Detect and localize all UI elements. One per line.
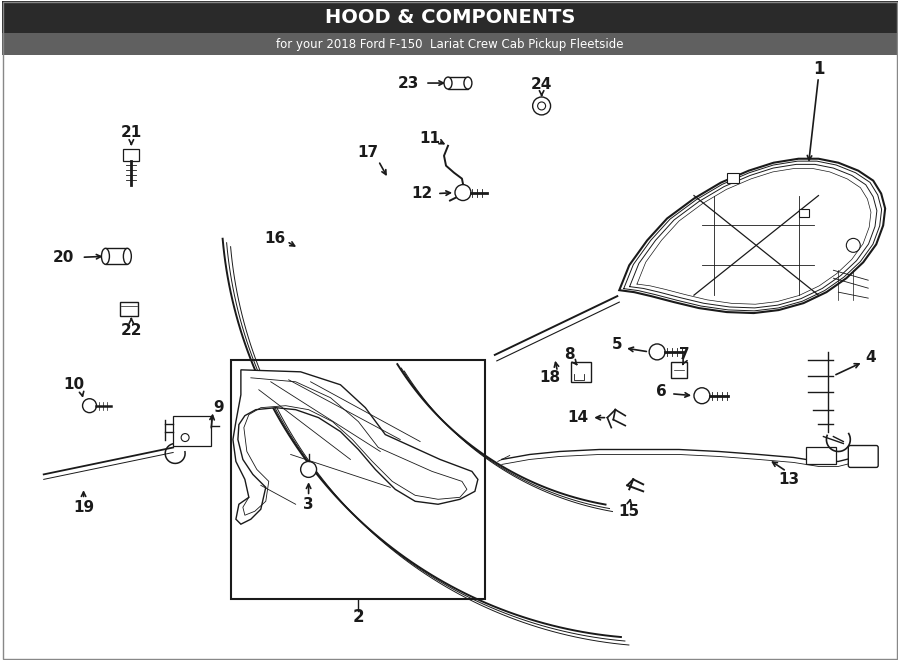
- Polygon shape: [619, 159, 886, 313]
- Text: 12: 12: [411, 186, 433, 201]
- Text: 2: 2: [353, 608, 364, 626]
- Text: 9: 9: [213, 400, 224, 415]
- Bar: [2, 33, 898, 55]
- Bar: [798, 208, 809, 217]
- Circle shape: [649, 344, 665, 360]
- Text: 5: 5: [612, 337, 623, 352]
- Bar: [173, 416, 211, 446]
- Text: 11: 11: [419, 132, 441, 146]
- Text: 17: 17: [358, 145, 379, 160]
- Text: 16: 16: [264, 231, 285, 246]
- Bar: [572, 362, 591, 382]
- Bar: [105, 249, 128, 264]
- Text: 21: 21: [121, 126, 142, 140]
- Text: 22: 22: [121, 323, 142, 338]
- Text: 13: 13: [778, 472, 799, 487]
- Text: 6: 6: [656, 384, 667, 399]
- Text: 23: 23: [398, 75, 418, 91]
- Text: 1: 1: [813, 60, 824, 78]
- Text: 8: 8: [564, 348, 575, 362]
- Ellipse shape: [444, 77, 452, 89]
- Polygon shape: [233, 370, 478, 524]
- Text: HOOD & COMPONENTS: HOOD & COMPONENTS: [325, 8, 575, 27]
- Circle shape: [537, 102, 545, 110]
- Text: for your 2018 Ford F-150  Lariat Crew Cab Pickup Fleetside: for your 2018 Ford F-150 Lariat Crew Cab…: [276, 38, 624, 51]
- FancyBboxPatch shape: [849, 446, 878, 467]
- Text: 4: 4: [865, 350, 876, 366]
- Text: 7: 7: [679, 348, 689, 362]
- Circle shape: [301, 461, 317, 477]
- Text: 15: 15: [618, 504, 640, 519]
- Bar: [121, 302, 139, 316]
- Bar: [806, 447, 836, 465]
- Text: 10: 10: [63, 377, 85, 392]
- Circle shape: [694, 388, 710, 404]
- Ellipse shape: [102, 249, 110, 264]
- Ellipse shape: [123, 249, 131, 264]
- Text: 19: 19: [73, 500, 94, 515]
- Circle shape: [846, 239, 860, 253]
- Bar: [727, 173, 739, 182]
- Circle shape: [83, 399, 96, 412]
- Text: 14: 14: [567, 410, 588, 425]
- Text: 24: 24: [531, 77, 553, 91]
- Circle shape: [181, 434, 189, 442]
- Circle shape: [533, 97, 551, 115]
- Bar: [123, 149, 140, 161]
- Circle shape: [455, 184, 471, 200]
- Ellipse shape: [464, 77, 472, 89]
- Bar: [448, 77, 468, 89]
- Bar: [2, 1, 898, 33]
- Text: 18: 18: [539, 370, 560, 385]
- Text: 20: 20: [53, 250, 75, 265]
- Text: 3: 3: [303, 497, 314, 512]
- Bar: [671, 362, 687, 378]
- Bar: [231, 360, 485, 599]
